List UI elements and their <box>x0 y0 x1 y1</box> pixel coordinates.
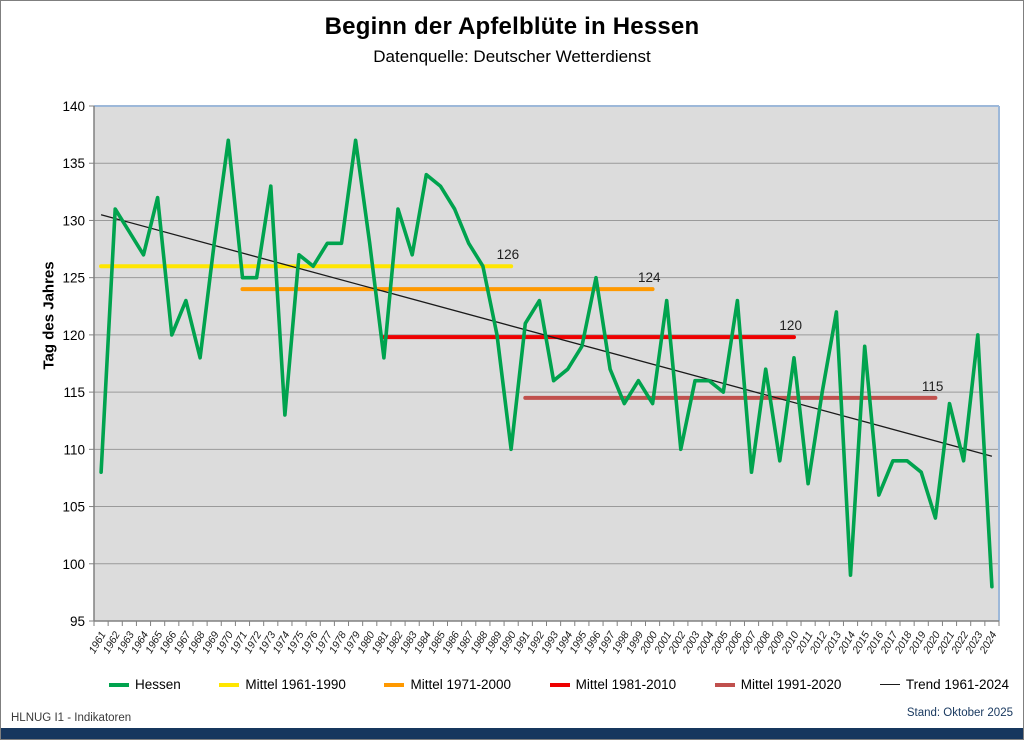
legend-label: Mittel 1981-2010 <box>575 677 677 692</box>
legend-item-mittel-1971-2000: Mittel 1971-2000 <box>384 677 511 692</box>
legend: Hessen Mittel 1961-1990 Mittel 1971-2000… <box>109 677 1009 692</box>
y-axis-label: 95 <box>70 614 85 629</box>
legend-label: Mittel 1961-1990 <box>245 677 346 692</box>
chart-subtitle: Datenquelle: Deutscher Wetterdienst <box>373 47 651 66</box>
y-axis-label: 100 <box>62 557 85 572</box>
y-axis-label: 130 <box>62 213 85 228</box>
y-axis-label: 120 <box>62 328 85 343</box>
chart-plot-area: 1401351301251201151101051009519611962196… <box>62 99 1000 657</box>
footer-source: HLNUG I1 - Indikatoren <box>11 712 132 724</box>
legend-item-hessen: Hessen <box>109 677 181 692</box>
legend-item-trend: Trend 1961-2024 <box>879 677 1009 692</box>
y-axis-label: 105 <box>62 500 85 515</box>
bottom-accent-bar <box>1 728 1023 739</box>
y-axis-label: 140 <box>62 99 85 114</box>
y-axis-label: 115 <box>63 385 85 400</box>
mean-1991-2020-swatch <box>714 682 735 687</box>
legend-item-mittel-1991-2020: Mittel 1991-2020 <box>714 677 842 692</box>
footer-date: Stand: Oktober 2025 <box>906 707 1013 719</box>
chart-title: Beginn der Apfelblüte in Hessen <box>324 13 700 40</box>
mean-value-label: 126 <box>497 247 520 262</box>
mean-value-label: 120 <box>779 318 802 333</box>
mean-value-label: 124 <box>638 270 661 285</box>
legend-label: Mittel 1971-2000 <box>410 677 512 692</box>
y-axis-label: 110 <box>63 442 85 457</box>
legend-label: Trend 1961-2024 <box>905 677 1009 692</box>
legend-item-mittel-1981-2010: Mittel 1981-2010 <box>549 677 677 692</box>
mean-1971-2000-swatch <box>384 682 405 687</box>
trend-line-swatch <box>879 683 900 686</box>
legend-item-mittel-1961-1990: Mittel 1961-1990 <box>219 677 346 692</box>
mean-1981-2010-swatch <box>549 682 570 687</box>
hessen-line <box>99 138 994 589</box>
mean-value-label: 115 <box>922 379 944 394</box>
legend-label: Hessen <box>135 677 181 692</box>
legend-label: Mittel 1991-2020 <box>740 677 842 692</box>
hessen-line-swatch <box>109 682 129 687</box>
y-axis-label: 135 <box>62 156 85 171</box>
y-axis-label: 125 <box>62 271 85 286</box>
mean-1961-1990-swatch <box>219 682 240 687</box>
